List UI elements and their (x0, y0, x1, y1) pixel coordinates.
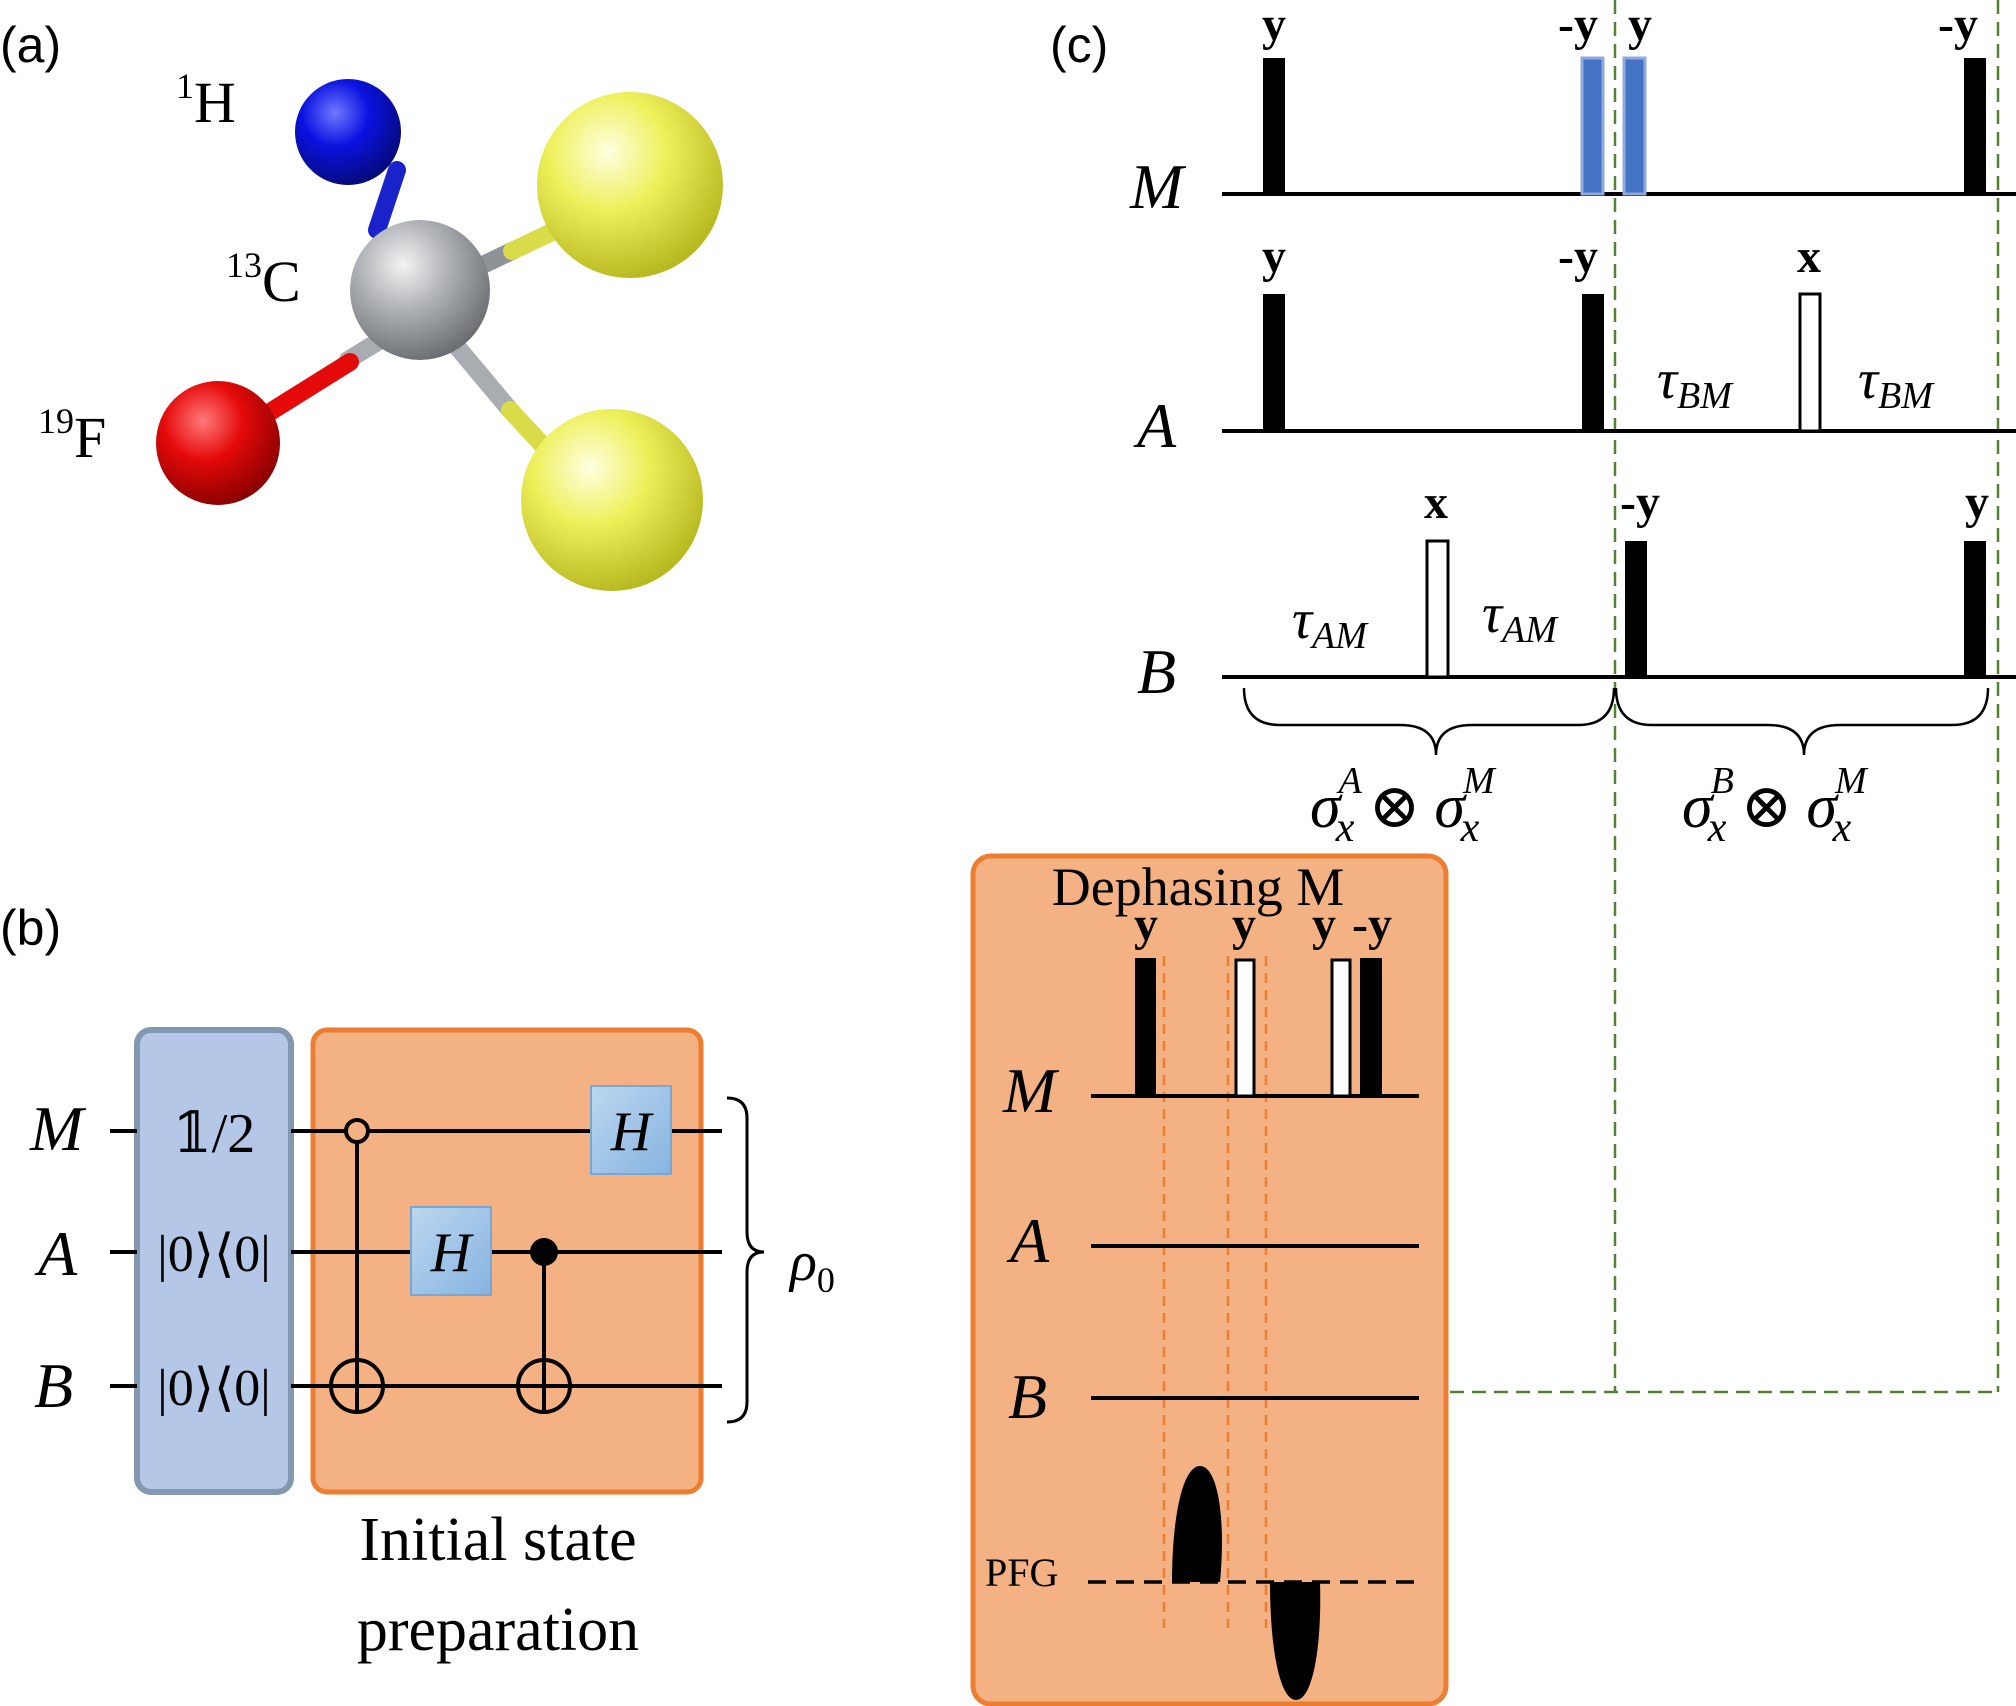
dephasing-label-b: B (1008, 1361, 1047, 1432)
dephasing-phase-3: y (1312, 898, 1336, 951)
init-state-box (134, 1027, 294, 1495)
panel-label-c: (c) (1050, 17, 1108, 73)
cnot-m-b (329, 1118, 385, 1414)
phase-a-2: -y (1558, 230, 1598, 283)
fluorine-atom (156, 381, 280, 505)
hadamard-gate-m: H (590, 1085, 672, 1175)
pulse-a-2 (1582, 294, 1604, 431)
panel-a: (a) 1H 13C 19F (0, 17, 723, 591)
pulse-m-4 (1964, 58, 1986, 194)
pfg-label: PFG (985, 1550, 1058, 1595)
phase-m-3: y (1628, 0, 1652, 51)
pulse-a-3 (1798, 292, 1822, 433)
panel-label-a: (a) (0, 17, 61, 73)
tau-bm-1: τBM (1657, 349, 1734, 417)
dephasing-pulse-4 (1360, 958, 1382, 1096)
substituent-atom-1 (537, 92, 723, 278)
pulse-m-dephase-2 (1622, 56, 1647, 196)
rho-label: ρ0 (788, 1231, 835, 1300)
dephasing-phase-4: -y (1352, 898, 1392, 951)
phase-m-4: -y (1938, 0, 1978, 51)
output-brace (726, 1096, 765, 1424)
channel-label-a: A (1133, 390, 1177, 461)
open-control (344, 1118, 370, 1144)
phase-a-3: x (1797, 230, 1821, 283)
hydrogen-atom (295, 79, 401, 185)
phase-b-3: y (1965, 476, 1989, 529)
pulse-m-1 (1263, 58, 1285, 194)
dephasing-pulse-2 (1234, 958, 1256, 1098)
qubit-label-b: B (34, 1350, 73, 1421)
init-state-b: |0⟩⟨0| (157, 1360, 270, 1417)
guide-lines (1450, 0, 2000, 1394)
init-state-a: |0⟩⟨0| (157, 1226, 270, 1283)
brace-left (1242, 687, 1616, 756)
dephasing-box: Dephasing M M A B y y y -y (970, 853, 1449, 1706)
pulse-m-dephase-1 (1580, 56, 1605, 196)
dephasing-label-m: M (1002, 1055, 1060, 1126)
svg-text:H: H (610, 1101, 654, 1163)
caption-line-1: Initial state (359, 1506, 636, 1574)
panel-label-b: (b) (0, 900, 61, 956)
svg-text:H: H (430, 1222, 474, 1284)
substituent-atom-2 (521, 409, 703, 591)
panel-b: (b) M A B 𝟙/2 |0⟩⟨0| |0⟩⟨0| H (0, 900, 835, 1664)
dephasing-pulse-3 (1330, 958, 1352, 1098)
cnot-a-b (516, 1238, 572, 1414)
phase-a-1: y (1262, 230, 1286, 283)
pulse-b-2 (1625, 541, 1647, 677)
dephasing-guides (1162, 956, 1268, 1628)
channel-label-b: B (1137, 636, 1176, 707)
label-fluorine: 19F (38, 401, 106, 470)
hadamard-gate-a: H (410, 1206, 492, 1296)
dephasing-phase-2: y (1232, 898, 1256, 951)
caption-line-2: preparation (357, 1596, 639, 1664)
filled-control (530, 1238, 558, 1266)
pulse-a-1 (1263, 294, 1285, 431)
tau-am-2: τAM (1482, 583, 1559, 651)
qubit-label-m: M (29, 1093, 87, 1164)
label-carbon: 13C (226, 245, 301, 314)
pulse-b-1 (1425, 539, 1450, 679)
phase-b-1: x (1424, 476, 1448, 529)
brace-right (1614, 687, 1990, 756)
qubit-label-a: A (34, 1218, 78, 1289)
tau-am-1: τAM (1292, 589, 1369, 657)
operator-label-right: σB x ⊗ σM x (1682, 760, 1869, 851)
dephasing-label-a: A (1006, 1205, 1050, 1276)
label-hydrogen: 1H (176, 66, 236, 135)
gradient-pulse-positive (1172, 1466, 1222, 1582)
dephasing-phase-1: y (1134, 898, 1158, 951)
tau-bm-2: τBM (1858, 349, 1935, 417)
dephasing-pulse-1 (1135, 958, 1156, 1096)
phase-m-1: y (1262, 0, 1286, 51)
phase-b-2: -y (1620, 476, 1660, 529)
panel-c: (c) M A B y -y y -y y -y x τBM (970, 0, 2016, 1706)
gradient-pulse-negative (1270, 1582, 1321, 1700)
phase-m-2: -y (1558, 0, 1598, 51)
init-state-m: 𝟙/2 (173, 1103, 256, 1165)
operator-label-left: σA x ⊗ σM x (1310, 760, 1497, 851)
channel-label-m: M (1129, 151, 1187, 222)
pulse-b-3 (1964, 541, 1986, 677)
carbon-atom (350, 220, 490, 360)
dephasing-title: Dephasing M (1052, 857, 1344, 917)
